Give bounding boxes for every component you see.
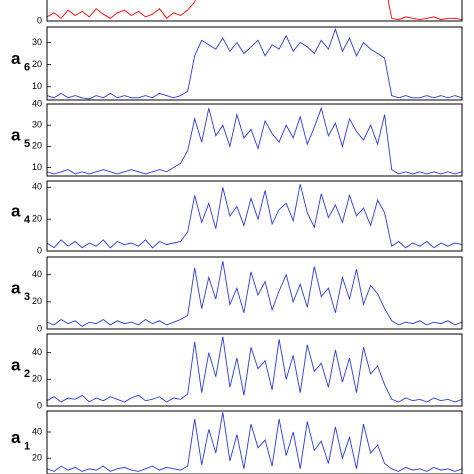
y-tick-label: 20 [32,141,42,151]
signal-line [47,261,462,327]
plot-frame [46,0,463,22]
y-tick-label: 20 [32,453,42,463]
panel-label: a [11,201,21,220]
y-tick-label: 40 [32,269,42,279]
plot-frame [46,103,463,177]
signal-line [47,106,462,175]
y-tick-label: 30 [32,120,42,130]
y-tick-label: 0 [37,323,42,333]
panel-label: a [11,355,21,374]
panel-label-subscript: 2 [24,368,30,380]
y-tick-label: 10 [32,162,42,172]
y-tick-label: 20 [32,374,42,384]
panel-label-subscript: 3 [24,291,30,303]
y-tick-label: 20 [32,214,42,224]
y-tick-label: 40 [32,426,42,436]
plot-frame [46,180,463,252]
panel-label-subscript: 1 [24,440,30,452]
y-tick-label: 20 [32,296,42,306]
panel-label: a [11,49,21,68]
signal-line [47,27,462,100]
signal-line [47,412,462,472]
panel-label-subscript: 5 [24,138,30,150]
plot-frame [46,333,463,407]
panel-label-subscript: 6 [24,61,30,73]
y-tick-label: 10 [32,81,42,91]
plot-frame [46,26,463,101]
panel-label: a [11,125,21,144]
panel-label: a [11,278,21,297]
y-tick-label: 0 [37,245,42,255]
signal-line [47,0,462,21]
y-tick-label: 0 [37,400,42,410]
y-tick-label: 20 [32,59,42,69]
plot-frame [46,256,463,330]
plot-frame [46,410,463,474]
y-tick-label: 0 [37,15,42,25]
panel-label: a [11,428,21,447]
y-tick-label: 40 [32,98,42,108]
panel-label-subscript: 4 [24,214,31,226]
signal-line [47,184,462,249]
y-tick-label: 40 [32,347,42,357]
y-tick-label: 40 [32,182,42,192]
y-tick-label: 30 [32,37,42,47]
signal-line [47,336,462,403]
